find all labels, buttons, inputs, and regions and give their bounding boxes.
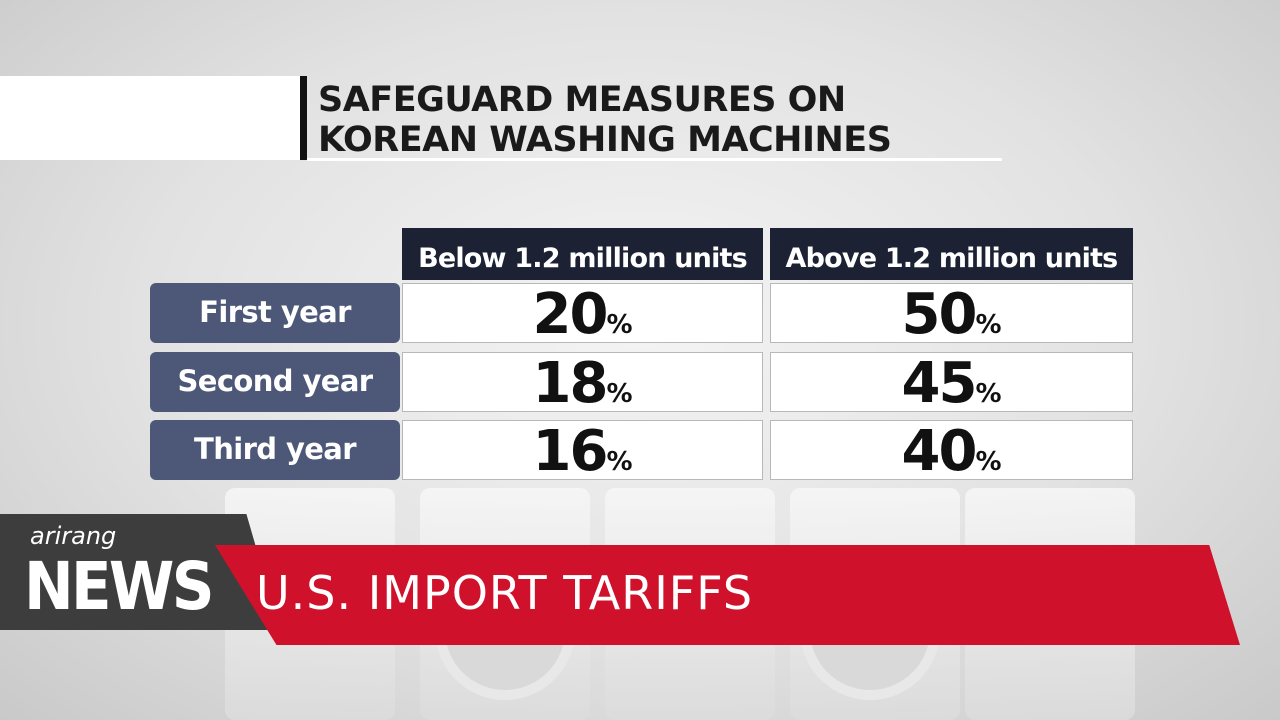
value-cell: 20% <box>402 283 763 346</box>
program-name: NEWS <box>24 548 214 625</box>
value-number: 18 <box>532 351 609 416</box>
value-unit: % <box>606 447 633 477</box>
value-unit: % <box>975 310 1002 340</box>
logo: arirang <box>30 522 117 550</box>
value-number: 45 <box>901 351 978 416</box>
title-rule <box>300 76 307 160</box>
title-line: SAFEGUARD MEASURES ON <box>318 80 846 120</box>
column-header: Below 1.2 million units <box>402 228 763 280</box>
value-cell: 16% <box>402 420 763 483</box>
value-number: 50 <box>901 282 978 347</box>
value-unit: % <box>606 310 633 340</box>
headline-bar <box>215 545 1240 645</box>
value-cell: 50% <box>770 283 1133 346</box>
title-underline <box>307 158 1002 161</box>
value-cell: 18% <box>402 352 763 415</box>
value-unit: % <box>606 379 633 409</box>
value-cell: 40% <box>770 420 1133 483</box>
value-unit: % <box>975 379 1002 409</box>
row-label: Third year <box>150 420 400 480</box>
value-unit: % <box>975 447 1002 477</box>
headline: U.S. IMPORT TARIFFS <box>256 566 754 620</box>
value-number: 40 <box>901 419 978 484</box>
row-label: First year <box>150 283 400 343</box>
value-cell: 45% <box>770 352 1133 415</box>
column-header: Above 1.2 million units <box>770 228 1133 280</box>
title-bar <box>0 76 300 160</box>
row-label: Second year <box>150 352 400 412</box>
value-number: 16 <box>532 419 609 484</box>
title-line: KOREAN WASHING MACHINES <box>318 120 892 160</box>
title: SAFEGUARD MEASURES ON KOREAN WASHING MAC… <box>318 80 892 160</box>
value-number: 20 <box>532 282 609 347</box>
